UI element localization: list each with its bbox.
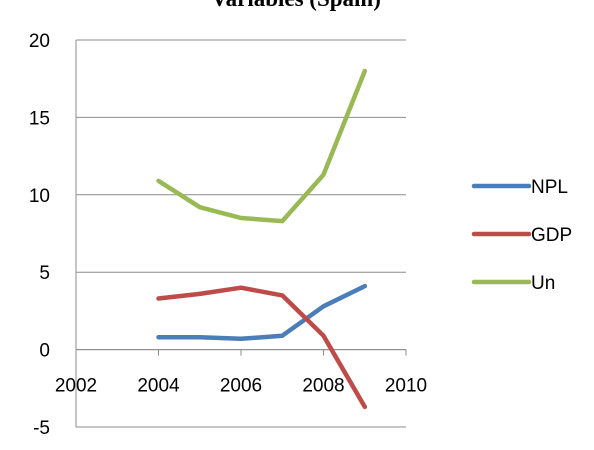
legend-label-un: Un [531,273,555,294]
chart-title: Variables (Spain) [211,0,381,11]
y-tick-label: -5 [33,418,50,439]
grid-layer [76,39,406,428]
legend-label-gdp: GDP [531,225,572,246]
legend: NPL GDP Un [471,177,572,294]
y-tick-label: 0 [39,341,50,362]
x-tick-label: 2004 [137,376,180,397]
x-tick-label: 2006 [220,376,262,397]
axis-layer: -5 0 5 10 15 20 2002 2004 2006 2008 2010 [29,31,427,439]
y-tick-label: 15 [29,108,50,129]
y-tick-label: 10 [29,186,50,207]
x-tick-label: 2010 [385,376,427,397]
y-tick-label: 5 [39,263,50,284]
legend-label-npl: NPL [531,177,568,198]
x-tick-label: 2008 [302,376,344,397]
x-tick-label: 2002 [55,376,97,397]
series-line-npl [156,283,368,342]
series-layer [156,68,368,410]
y-tick-label: 20 [29,31,50,52]
series-line-un [156,68,368,224]
series-line-gdp [156,285,368,410]
